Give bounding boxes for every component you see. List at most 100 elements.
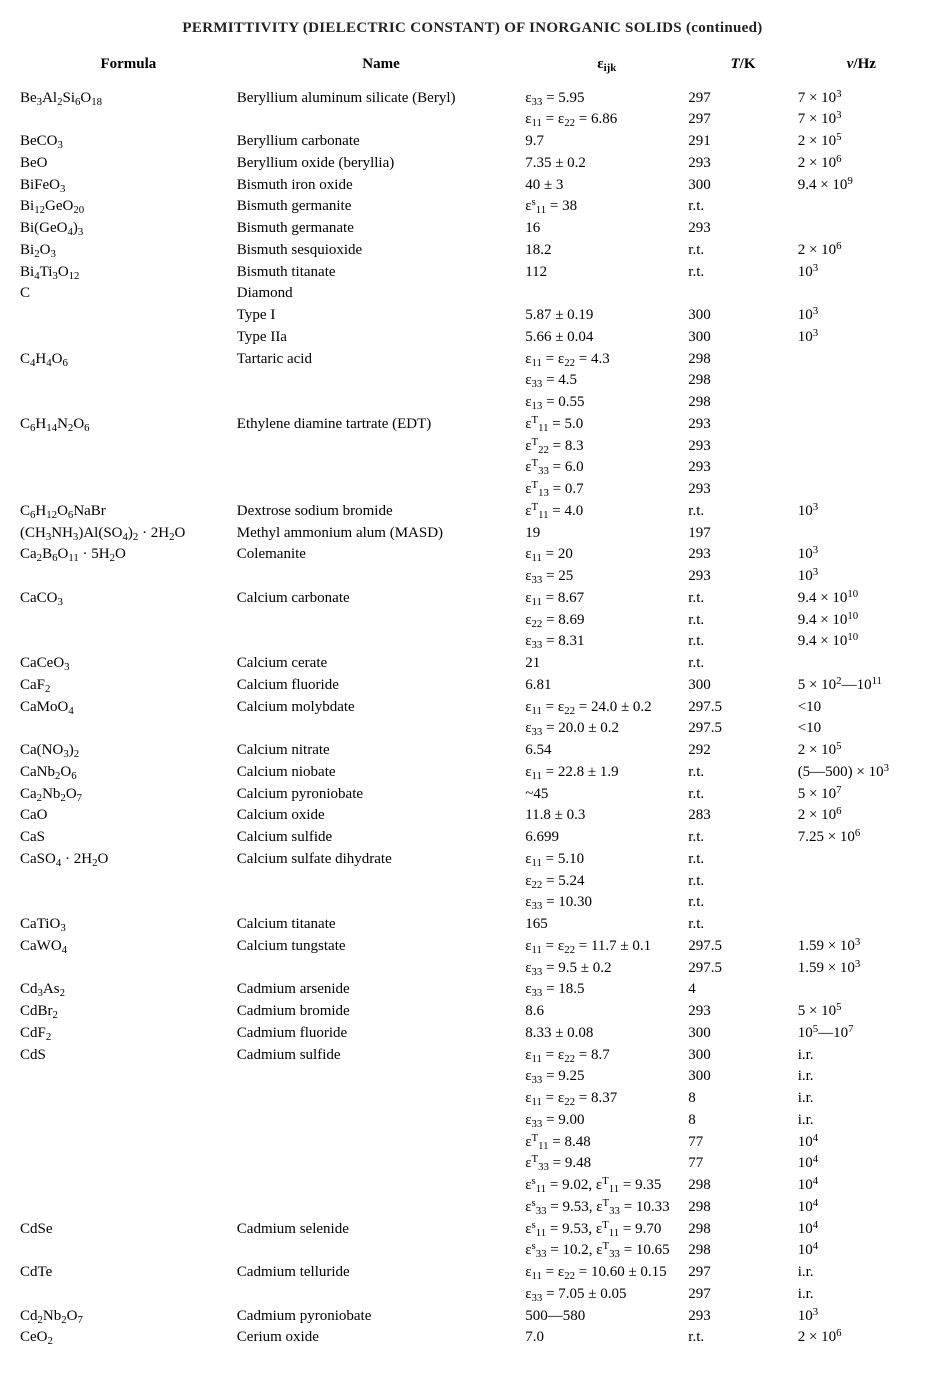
cell-t: r.t. [688,196,797,218]
cell-name [237,1131,525,1153]
table-row: εT33 = 9.4877104 [20,1153,925,1175]
cell-nu [798,348,925,370]
cell-nu [798,522,925,544]
table-row: CaF2Calcium fluoride6.813005 × 102—1011 [20,674,925,696]
cell-name: Beryllium oxide (beryllia) [237,152,525,174]
cell-t: 297 [688,109,797,131]
cell-t: r.t. [688,914,797,936]
cell-name [237,1153,525,1175]
cell-formula: BiFeO3 [20,174,237,196]
cell-t: 297.5 [688,718,797,740]
cell-nu: 5 × 102—1011 [798,674,925,696]
table-row: ε33 = 9.5 ± 0.2297.51.59 × 103 [20,957,925,979]
cell-name [237,1066,525,1088]
table-row: Type I5.87 ± 0.19300103 [20,305,925,327]
cell-name: Cadmium bromide [237,1001,525,1023]
cell-name: Calcium titanate [237,914,525,936]
cell-name [237,392,525,414]
cell-eps: εT11 = 8.48 [525,1131,688,1153]
table-row: Cd3As2Cadmium arsenideε33 = 18.54 [20,979,925,1001]
cell-nu: 104 [798,1196,925,1218]
cell-t: r.t. [688,783,797,805]
cell-nu: 5 × 107 [798,783,925,805]
cell-eps: ε11 = 8.67 [525,587,688,609]
cell-nu: 9.4 × 109 [798,174,925,196]
cell-nu [798,914,925,936]
cell-t: r.t. [688,239,797,261]
cell-eps: ε11 = ε22 = 8.7 [525,1044,688,1066]
cell-eps: 7.0 [525,1327,688,1349]
cell-nu: (5—500) × 103 [798,761,925,783]
table-row: CaNb2O6Calcium niobateε11 = 22.8 ± 1.9r.… [20,761,925,783]
cell-name: Calcium nitrate [237,740,525,762]
col-formula: Formula [20,55,237,87]
table-row: ε33 = 10.30r.t. [20,892,925,914]
cell-nu: 104 [798,1218,925,1240]
table-row: Bi4Ti3O12Bismuth titanate112r.t.103 [20,261,925,283]
cell-name: Bismuth titanate [237,261,525,283]
cell-eps: 165 [525,914,688,936]
cell-nu: 103 [798,305,925,327]
cell-formula: BeO [20,152,237,174]
cell-formula [20,1109,237,1131]
cell-name: Calcium niobate [237,761,525,783]
cell-t: 298 [688,1218,797,1240]
cell-eps: ε33 = 25 [525,566,688,588]
cell-eps: 11.8 ± 0.3 [525,805,688,827]
table-row: εT11 = 8.4877104 [20,1131,925,1153]
cell-formula: CaO [20,805,237,827]
table-row: C6H14N2O6Ethylene diamine tartrate (EDT)… [20,413,925,435]
cell-name [237,1283,525,1305]
cell-formula: C6H14N2O6 [20,413,237,435]
cell-t: r.t. [688,1327,797,1349]
cell-name [237,109,525,131]
cell-eps: ε33 = 9.25 [525,1066,688,1088]
cell-formula [20,1240,237,1262]
table-row: Ca(NO3)2Calcium nitrate6.542922 × 105 [20,740,925,762]
cell-nu: i.r. [798,1044,925,1066]
table-row: BeCO3Beryllium carbonate9.72912 × 105 [20,131,925,153]
cell-name: Calcium fluoride [237,674,525,696]
cell-t: 77 [688,1153,797,1175]
cell-formula [20,870,237,892]
cell-nu [798,979,925,1001]
cell-formula [20,609,237,631]
cell-eps: εs11 = 9.53, εT11 = 9.70 [525,1218,688,1240]
cell-nu: 9.4 × 1010 [798,587,925,609]
cell-t: 297 [688,87,797,109]
cell-name: Bismuth iron oxide [237,174,525,196]
cell-eps: ε11 = ε22 = 6.86 [525,109,688,131]
cell-name: Bismuth sesquioxide [237,239,525,261]
cell-nu: i.r. [798,1066,925,1088]
cell-formula [20,1196,237,1218]
cell-eps: 16 [525,218,688,240]
cell-name [237,479,525,501]
cell-nu [798,457,925,479]
cell-t: r.t. [688,261,797,283]
cell-t: 300 [688,1044,797,1066]
cell-nu: 9.4 × 1010 [798,609,925,631]
table-row: Type IIa5.66 ± 0.04300103 [20,326,925,348]
cell-nu [798,218,925,240]
cell-name [237,1240,525,1262]
cell-eps: εT13 = 0.7 [525,479,688,501]
table-row: Bi12GeO20Bismuth germaniteεs11 = 38r.t. [20,196,925,218]
cell-nu: 104 [798,1131,925,1153]
cell-nu: 2 × 105 [798,131,925,153]
cell-name [237,1109,525,1131]
cell-t: r.t. [688,892,797,914]
cell-formula: Cd2Nb2O7 [20,1305,237,1327]
cell-formula [20,109,237,131]
table-row: ε33 = 8.31r.t.9.4 × 1010 [20,631,925,653]
cell-formula [20,1066,237,1088]
cell-t: 283 [688,805,797,827]
cell-eps: ε22 = 5.24 [525,870,688,892]
cell-formula [20,305,237,327]
cell-nu: 2 × 106 [798,805,925,827]
cell-t: 300 [688,326,797,348]
cell-formula: Bi4Ti3O12 [20,261,237,283]
cell-nu [798,848,925,870]
cell-formula [20,392,237,414]
table-row: εs11 = 9.02, εT11 = 9.35298104 [20,1175,925,1197]
cell-nu [798,196,925,218]
